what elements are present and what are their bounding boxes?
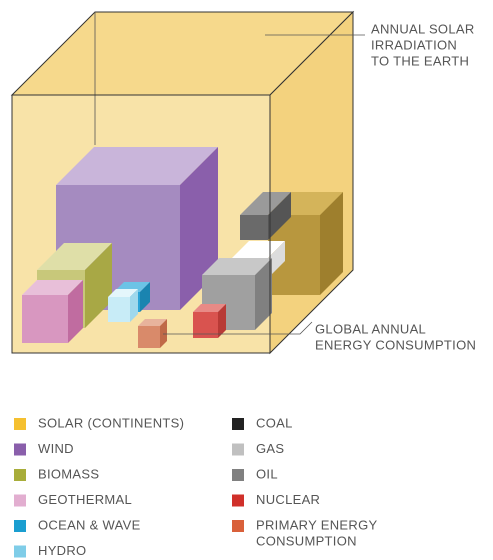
legend-label: SOLAR (CONTINENTS) — [38, 415, 184, 430]
leader-line — [163, 321, 313, 335]
cube-side — [268, 192, 291, 240]
cube-front-edge — [11, 94, 271, 354]
legend-swatch — [232, 520, 244, 532]
legend-label: BIOMASS — [38, 466, 99, 481]
annotation-text: ENERGY CONSUMPTION — [315, 337, 476, 352]
cube-front — [22, 295, 68, 343]
legend-label: OCEAN & WAVE — [38, 517, 141, 532]
legend-swatch — [14, 418, 26, 430]
legend-swatch — [14, 520, 26, 532]
legend-label: OIL — [256, 466, 278, 481]
cube-front — [240, 215, 268, 240]
cube-side — [320, 192, 343, 295]
inner-cubes — [22, 147, 343, 348]
annotation-text: IRRADIATION — [371, 37, 457, 52]
cube-top — [22, 280, 83, 295]
legend-swatch — [232, 443, 244, 456]
annotation-text: GLOBAL ANNUAL — [315, 321, 426, 336]
cube-side — [130, 289, 138, 322]
legend-swatch — [14, 545, 26, 558]
cube-front — [108, 297, 130, 322]
annotation-text: TO THE EARTH — [371, 53, 469, 68]
legend: SOLAR (CONTINENTS) WIND BIOMASS GEOTHERMAL O… — [14, 415, 378, 558]
legend-label: HYDRO — [38, 543, 86, 558]
cube-side — [255, 258, 272, 330]
legend-swatch — [14, 494, 26, 507]
cube-top — [108, 289, 138, 297]
legend-swatch — [232, 418, 244, 430]
legend-label: GAS — [256, 441, 284, 456]
cube-side — [85, 243, 112, 328]
legend-swatch — [232, 469, 244, 481]
legend-swatch — [232, 494, 244, 507]
legend-label: COAL — [256, 415, 293, 430]
legend-label: PRIMARY ENERGY — [256, 517, 378, 532]
cube-top — [240, 192, 291, 215]
cube-top — [37, 243, 112, 270]
cube-front — [138, 326, 160, 348]
cube-side — [160, 319, 167, 348]
cube-side — [140, 282, 150, 312]
cube-top — [56, 147, 218, 185]
cube-top — [232, 241, 285, 258]
annotation-text: ANNUAL SOLAR — [371, 21, 475, 36]
cube-top — [202, 258, 272, 275]
legend-swatch — [14, 469, 26, 481]
cube-top — [193, 304, 226, 312]
legend-label: GEOTHERMAL — [38, 492, 132, 507]
cube-side — [268, 241, 285, 278]
legend-label: NUCLEAR — [256, 492, 320, 507]
legend-label: CONSUMPTION — [256, 533, 357, 548]
legend-swatch — [14, 443, 26, 456]
cube-side — [218, 304, 226, 338]
cube-side — [68, 280, 83, 343]
legend-label: WIND — [38, 441, 74, 456]
cube-top — [138, 319, 167, 326]
